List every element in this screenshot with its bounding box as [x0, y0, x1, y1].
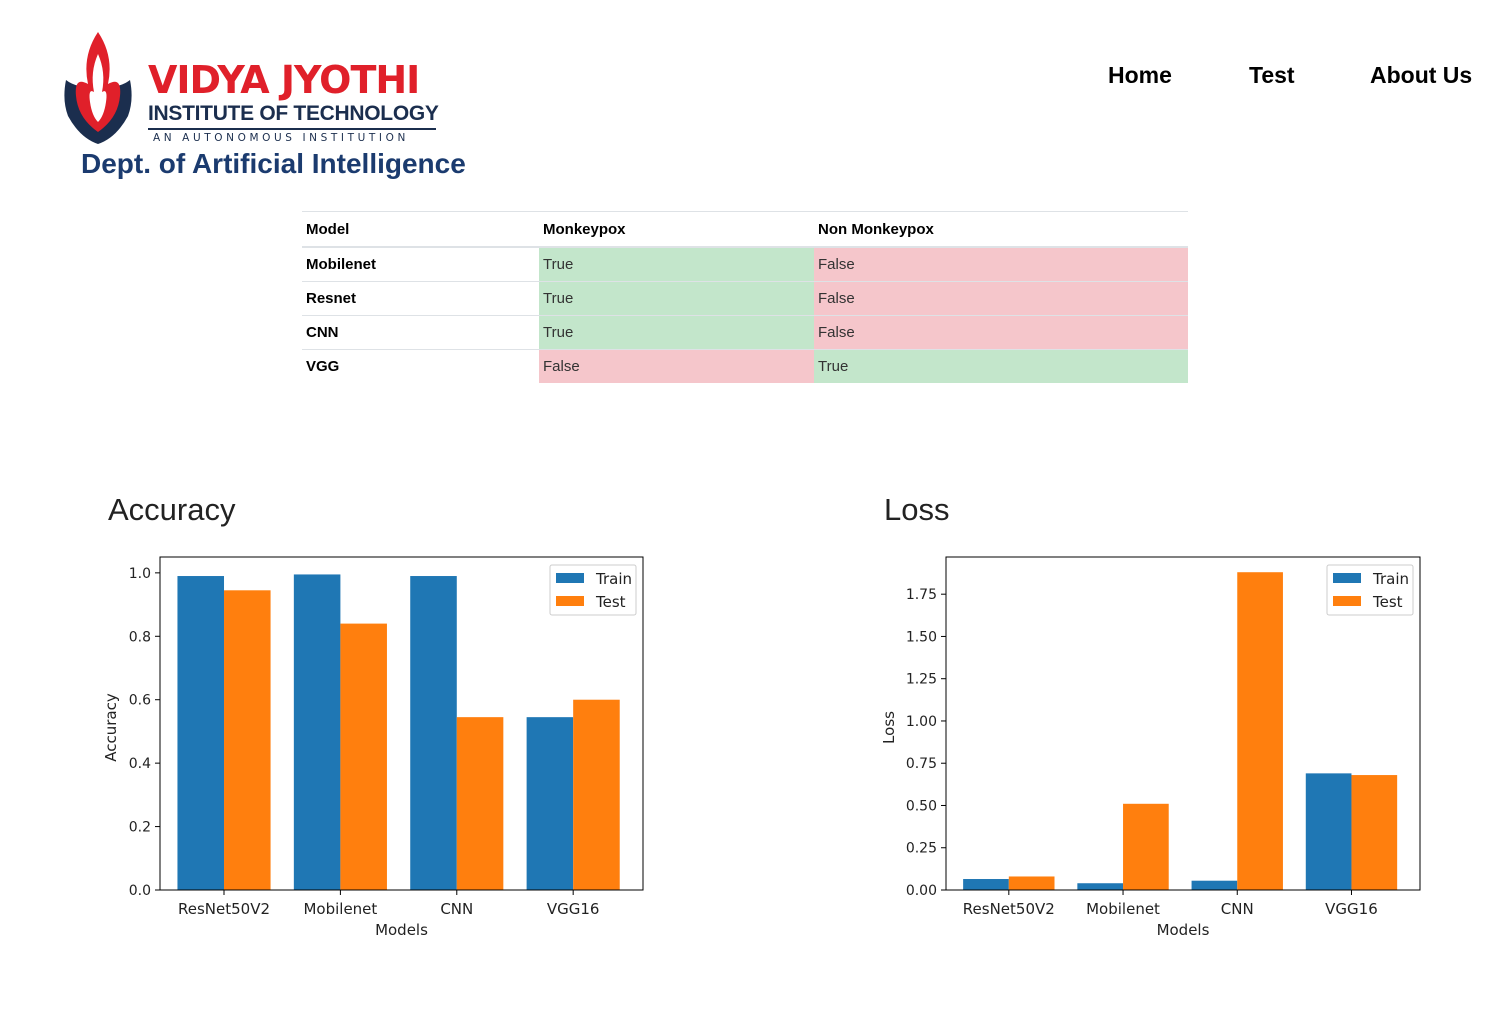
bar-train-resnet50v2: [963, 879, 1009, 890]
x-axis-label: Models: [375, 921, 428, 939]
site-header: VIDYA JYOTHI INSTITUTE OF TECHNOLOGY AN …: [0, 0, 1499, 190]
y-axis-label: Loss: [880, 711, 898, 744]
y-tick-label: 0.00: [906, 883, 937, 899]
legend-swatch-test: [556, 596, 584, 606]
non-monkeypox-cell: True: [814, 349, 1188, 383]
department-title: Dept. of Artificial Intelligence: [81, 148, 466, 179]
y-tick-label: 1.50: [906, 629, 937, 645]
bar-test-mobilenet: [340, 623, 387, 890]
y-tick-label: 0.2: [129, 820, 151, 836]
flame-shield-icon: [64, 32, 132, 144]
table-row: CNN True False: [302, 315, 1188, 350]
y-tick-label: 0.50: [906, 798, 937, 814]
y-axis-label: Accuracy: [102, 693, 120, 762]
legend-label-train: Train: [595, 570, 632, 588]
x-tick-label: CNN: [1221, 900, 1254, 918]
y-tick-label: 0.8: [129, 629, 151, 645]
table-header-row: Model Monkeypox Non Monkeypox: [302, 211, 1188, 248]
bar-test-resnet50v2: [1008, 876, 1055, 890]
prediction-results-table: Model Monkeypox Non Monkeypox Mobilenet …: [302, 211, 1188, 383]
legend-swatch-test: [1333, 596, 1361, 606]
bar-test-cnn: [456, 717, 504, 890]
accuracy-section-title: Accuracy: [108, 492, 236, 527]
model-cell: Mobilenet: [302, 246, 539, 282]
bar-train-mobilenet: [293, 574, 341, 890]
plot-frame: [945, 556, 1421, 891]
x-tick-label: Mobilenet: [1086, 900, 1160, 918]
column-header-model: Model: [302, 211, 539, 248]
legend-label-test: Test: [1372, 593, 1403, 611]
logo-tagline: AN AUTONOMOUS INSTITUTION: [153, 132, 409, 144]
logo-subtitle: INSTITUTE OF TECHNOLOGY: [148, 102, 439, 125]
y-tick-label: 1.0: [129, 566, 151, 582]
legend-label-train: Train: [1372, 570, 1409, 588]
bar-train-resnet50v2: [177, 576, 225, 890]
x-tick-label: CNN: [440, 900, 473, 918]
y-tick-label: 1.25: [906, 672, 937, 688]
bar-test-resnet50v2: [224, 590, 271, 890]
x-tick-label: VGG16: [1325, 900, 1378, 918]
x-axis-label: Models: [1157, 921, 1210, 939]
column-header-non-monkeypox: Non Monkeypox: [814, 211, 1188, 248]
non-monkeypox-cell: False: [814, 246, 1188, 282]
logo-name: VIDYA JYOTHI: [148, 58, 420, 102]
loss-section-title: Loss: [884, 492, 950, 527]
x-tick-label: Mobilenet: [303, 900, 377, 918]
bar-train-vgg16: [526, 717, 574, 890]
nav-home-link[interactable]: Home: [1108, 62, 1172, 88]
y-tick-label: 0.6: [129, 693, 151, 709]
non-monkeypox-cell: False: [814, 315, 1188, 350]
monkeypox-cell: True: [539, 281, 814, 316]
bar-test-mobilenet: [1123, 803, 1169, 890]
table-row: Mobilenet True False: [302, 246, 1188, 282]
x-tick-label: ResNet50V2: [178, 900, 270, 918]
nav-about-us-link[interactable]: About Us: [1370, 62, 1473, 88]
table-row: VGG False True: [302, 349, 1188, 383]
logo-divider: [148, 128, 436, 130]
model-cell: VGG: [302, 349, 539, 383]
y-tick-label: 0.75: [906, 756, 937, 772]
bar-test-vgg16: [1351, 775, 1398, 890]
bar-test-vgg16: [573, 699, 620, 890]
column-header-monkeypox: Monkeypox: [539, 211, 814, 248]
legend-swatch-train: [556, 573, 584, 583]
bar-train-mobilenet: [1077, 883, 1124, 890]
table-row: Resnet True False: [302, 281, 1188, 316]
bar-train-cnn: [1191, 880, 1238, 890]
y-tick-label: 1.75: [906, 587, 937, 603]
model-cell: Resnet: [302, 281, 539, 316]
legend-label-test: Test: [595, 593, 626, 611]
bar-train-cnn: [410, 576, 457, 890]
x-tick-label: ResNet50V2: [963, 900, 1055, 918]
bar-train-vgg16: [1305, 773, 1352, 890]
legend-swatch-train: [1333, 573, 1361, 583]
institute-logo[interactable]: VIDYA JYOTHI INSTITUTE OF TECHNOLOGY AN …: [60, 26, 460, 148]
plot-frame: [159, 556, 644, 891]
monkeypox-cell: False: [539, 349, 814, 383]
monkeypox-cell: True: [539, 315, 814, 350]
monkeypox-cell: True: [539, 246, 814, 282]
loss-bar-chart: 0.00 0.25 0.50 0.75 1.00 1.25 1.50 1.75 ResNet50…: [880, 556, 1421, 939]
y-tick-label: 1.00: [906, 714, 937, 730]
y-tick-label: 0.0: [129, 883, 151, 899]
accuracy-bar-chart: 0.0 0.2 0.4 0.6 0.8 1.0 ResNet50V2 Mobilenet CNN…: [102, 556, 644, 939]
nav-test-link[interactable]: Test: [1249, 62, 1295, 88]
non-monkeypox-cell: False: [814, 281, 1188, 316]
model-cell: CNN: [302, 315, 539, 350]
x-tick-label: VGG16: [547, 900, 600, 918]
bar-test-cnn: [1237, 572, 1283, 890]
y-tick-label: 0.25: [906, 841, 937, 857]
y-tick-label: 0.4: [129, 756, 151, 772]
